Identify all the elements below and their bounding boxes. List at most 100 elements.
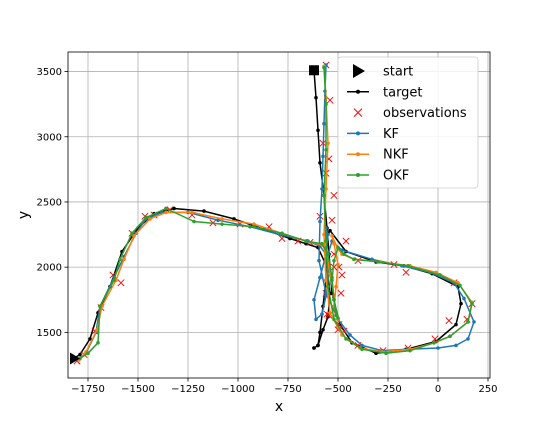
nkf-point [122, 257, 126, 262]
kf-point [348, 333, 352, 337]
nkf-point [324, 187, 328, 191]
observation-point [330, 191, 338, 199]
target-point [321, 327, 325, 332]
observation-point [338, 271, 346, 279]
axis-ticks: −1750 −1500 −1250 −1000 −750 −500 −250 0 250 1500… [37, 67, 498, 395]
y-tick-label: 3000 [37, 132, 62, 143]
okf-point [352, 257, 356, 262]
markers-layer [70, 65, 319, 365]
nkf-point [95, 327, 99, 332]
target-point [88, 337, 92, 341]
legend-label: observations [383, 106, 467, 121]
nkf-point [148, 217, 152, 221]
legend-box [337, 56, 479, 189]
okf-point [164, 206, 168, 211]
okf-point [324, 102, 328, 106]
okf-point [118, 257, 122, 262]
series-layer [72, 61, 476, 365]
okf-point [344, 337, 348, 341]
target-point [312, 346, 316, 350]
okf-point [330, 275, 334, 280]
okf-point [470, 301, 474, 306]
nkf-point [132, 234, 136, 238]
okf-point [304, 239, 308, 243]
target-point [328, 228, 332, 233]
okf-point [432, 340, 436, 345]
target-point [459, 301, 463, 306]
kf-point [318, 275, 322, 280]
okf-point [192, 219, 196, 224]
start-marker [70, 352, 80, 365]
target-point [454, 322, 458, 327]
legend-label: OKF [383, 169, 409, 184]
okf-point [280, 231, 284, 236]
kf-point [466, 337, 470, 341]
okf-point [98, 304, 102, 309]
nkf-point [326, 141, 330, 146]
y-tick-label: 1500 [37, 328, 62, 339]
kf-point [216, 218, 220, 223]
kf-point [320, 312, 324, 316]
legend-target-dot [356, 89, 360, 94]
plot-frame [67, 51, 491, 379]
okf-point [322, 65, 326, 70]
observation-point [354, 257, 362, 265]
kf-point [326, 232, 330, 237]
target-point [318, 161, 322, 165]
okf-point [438, 273, 442, 277]
x-tick-label: 250 [478, 384, 497, 395]
end-marker [309, 65, 319, 76]
target-point [232, 217, 236, 221]
observation-point [342, 237, 350, 245]
kf-point [454, 343, 458, 348]
okf-point [360, 347, 364, 352]
okf-point [112, 278, 116, 283]
okf-point [458, 283, 462, 288]
legend-label: target [383, 85, 423, 100]
target-point [172, 206, 176, 211]
kf-point [312, 297, 316, 302]
nkf-point [324, 278, 328, 283]
y-tick-label: 2500 [37, 197, 62, 208]
okf-point [408, 348, 412, 353]
kf-point [317, 258, 321, 263]
kf-point [462, 296, 466, 301]
legend-kf-dot [356, 131, 360, 136]
nkf-point [336, 262, 340, 267]
x-tick-label: −750 [274, 384, 301, 395]
target-point [202, 209, 206, 213]
y-tick-label: 2000 [37, 263, 62, 274]
observation-point [117, 279, 125, 287]
kf-point [324, 294, 328, 298]
okf-point [324, 148, 328, 152]
x-axis-label: x [275, 399, 283, 415]
kf-point [370, 257, 374, 262]
legend-label: NKF [383, 148, 409, 163]
target-point [78, 352, 82, 357]
kf-point [318, 219, 322, 224]
okf-point [130, 231, 134, 236]
nkf-point [334, 284, 338, 289]
nkf-point [164, 210, 168, 215]
okf-point [86, 351, 90, 356]
x-tick-label: −500 [324, 384, 351, 395]
nkf-point [322, 232, 326, 237]
target-point [304, 241, 308, 246]
x-tick-label: −1250 [171, 384, 205, 395]
kf-point [321, 154, 325, 159]
y-axis-label: y [16, 211, 32, 219]
okf-point [320, 241, 324, 246]
okf-point [336, 316, 340, 320]
okf-point [332, 317, 336, 322]
okf-point [332, 258, 336, 263]
okf-point [220, 222, 224, 226]
target-point [314, 95, 318, 100]
legend-okf-dot [356, 173, 360, 177]
x-tick-label: −1750 [71, 384, 105, 395]
y-tick-label: 3500 [37, 67, 62, 78]
okf-series [78, 65, 474, 361]
x-tick-label: −1500 [121, 384, 155, 395]
legend-observations-marker [353, 108, 363, 117]
nkf-point [252, 222, 256, 226]
